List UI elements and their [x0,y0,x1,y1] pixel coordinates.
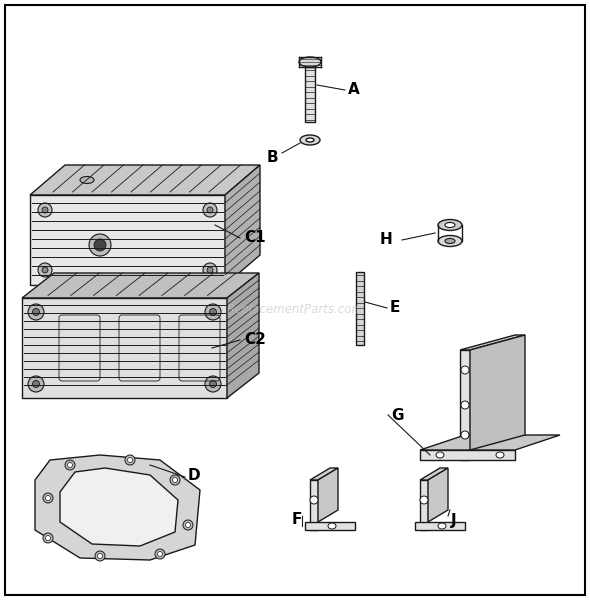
Ellipse shape [420,496,428,504]
Bar [356,272,364,345]
Ellipse shape [32,380,40,388]
Text: G: G [391,407,404,422]
Text: J: J [451,512,457,527]
Ellipse shape [127,457,133,463]
Ellipse shape [65,460,75,470]
Ellipse shape [203,263,217,277]
Ellipse shape [95,551,105,561]
Ellipse shape [436,452,444,458]
Text: H: H [379,232,392,247]
Text: D: D [188,467,201,482]
Ellipse shape [158,551,162,557]
Ellipse shape [45,496,51,500]
Ellipse shape [28,376,44,392]
Ellipse shape [438,235,462,247]
Ellipse shape [209,380,217,388]
Ellipse shape [172,478,178,482]
Ellipse shape [170,475,180,485]
Ellipse shape [32,308,40,316]
Ellipse shape [207,207,213,213]
Ellipse shape [299,57,321,67]
Polygon shape [420,480,428,530]
Polygon shape [415,522,465,530]
Polygon shape [30,195,225,285]
Ellipse shape [461,431,469,439]
Ellipse shape [42,207,48,213]
Ellipse shape [89,234,111,256]
Bar [305,67,315,122]
Text: ReplacementParts.com: ReplacementParts.com [227,304,363,317]
Ellipse shape [328,523,336,529]
Ellipse shape [38,263,52,277]
Polygon shape [30,165,260,195]
Polygon shape [225,165,260,285]
Ellipse shape [43,493,53,503]
Text: F: F [292,512,302,527]
Polygon shape [420,435,560,450]
Ellipse shape [45,535,51,541]
Ellipse shape [438,220,462,230]
Ellipse shape [306,138,314,142]
Polygon shape [305,522,355,530]
Polygon shape [470,335,525,450]
Ellipse shape [300,135,320,145]
Ellipse shape [205,304,221,320]
Ellipse shape [155,549,165,559]
Ellipse shape [496,452,504,458]
Ellipse shape [183,520,193,530]
Ellipse shape [445,238,455,244]
Ellipse shape [203,203,217,217]
Polygon shape [227,273,259,398]
Polygon shape [310,468,338,480]
Ellipse shape [38,203,52,217]
Ellipse shape [185,523,191,527]
Ellipse shape [43,533,53,543]
Text: C1: C1 [244,230,266,245]
Ellipse shape [205,376,221,392]
Text: C2: C2 [244,332,266,347]
Ellipse shape [28,304,44,320]
Polygon shape [460,350,470,460]
Polygon shape [35,455,200,560]
Text: A: A [348,82,360,97]
Ellipse shape [461,401,469,409]
Ellipse shape [310,496,318,504]
Polygon shape [420,468,448,480]
Polygon shape [310,480,318,530]
Text: E: E [390,301,401,316]
Polygon shape [428,468,448,522]
Polygon shape [420,450,515,460]
Polygon shape [22,273,259,298]
Ellipse shape [94,239,106,251]
Polygon shape [318,468,338,522]
Ellipse shape [207,267,213,273]
Polygon shape [460,335,525,350]
Ellipse shape [445,223,455,227]
Polygon shape [22,298,227,398]
Ellipse shape [42,267,48,273]
Ellipse shape [209,308,217,316]
Ellipse shape [125,455,135,465]
Text: B: B [267,149,278,164]
Polygon shape [60,468,178,546]
Ellipse shape [67,463,73,467]
Ellipse shape [97,553,103,559]
Ellipse shape [80,176,94,184]
Ellipse shape [438,523,446,529]
Ellipse shape [461,366,469,374]
